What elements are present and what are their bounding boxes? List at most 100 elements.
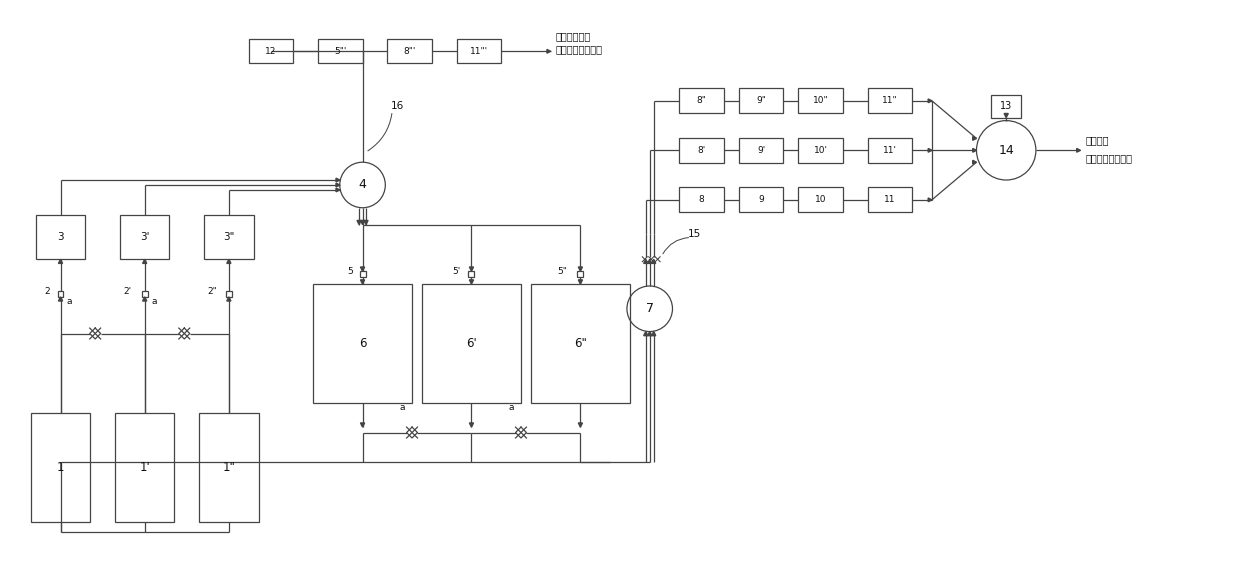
Bar [739, 138, 784, 163]
Text: 6': 6' [466, 337, 477, 350]
Text: a: a [508, 403, 513, 413]
Text: a: a [67, 298, 72, 306]
Bar [868, 187, 913, 212]
Text: 15: 15 [688, 229, 701, 240]
Bar [469, 271, 475, 277]
Bar [799, 88, 843, 113]
Text: 2": 2" [207, 287, 217, 296]
Text: 6: 6 [358, 337, 366, 350]
Polygon shape [361, 280, 365, 284]
Text: 医用压缩空气: 医用压缩空气 [556, 31, 591, 42]
Polygon shape [361, 220, 365, 225]
Text: 8"': 8"' [403, 47, 415, 56]
Text: 10": 10" [812, 96, 828, 105]
Bar [249, 39, 293, 63]
Bar [312, 284, 412, 403]
Text: 9": 9" [756, 96, 766, 105]
Bar [531, 284, 630, 403]
Polygon shape [1076, 149, 1080, 152]
Polygon shape [929, 149, 932, 152]
Text: 6": 6" [574, 337, 587, 350]
Polygon shape [58, 297, 62, 301]
Text: 11"': 11"' [470, 47, 489, 56]
Polygon shape [972, 160, 976, 164]
Bar [57, 291, 63, 297]
Text: 12: 12 [265, 47, 277, 56]
Polygon shape [470, 267, 474, 271]
Text: 11: 11 [884, 195, 895, 204]
Polygon shape [470, 423, 474, 427]
Text: 1: 1 [57, 461, 64, 474]
Polygon shape [651, 259, 656, 263]
Bar [739, 88, 784, 113]
Bar [141, 291, 148, 297]
Bar [680, 88, 724, 113]
Bar [31, 413, 91, 522]
Text: 5': 5' [453, 267, 461, 275]
Bar [799, 187, 843, 212]
Bar [115, 413, 175, 522]
Text: 4: 4 [358, 179, 367, 192]
Bar [991, 95, 1021, 118]
Bar [226, 291, 232, 297]
Polygon shape [647, 259, 652, 263]
Bar [36, 215, 86, 259]
Polygon shape [644, 259, 647, 263]
Polygon shape [470, 280, 474, 284]
Text: 1": 1" [222, 461, 236, 474]
Text: 2': 2' [124, 287, 131, 296]
Bar [317, 39, 362, 63]
Polygon shape [227, 297, 231, 301]
Bar [680, 138, 724, 163]
Text: a: a [151, 298, 157, 306]
Text: 2: 2 [45, 287, 51, 296]
Polygon shape [972, 149, 976, 152]
Polygon shape [363, 220, 368, 225]
Polygon shape [357, 220, 361, 225]
Polygon shape [929, 99, 932, 102]
Text: 5: 5 [347, 267, 353, 275]
Text: 3: 3 [57, 232, 63, 242]
Polygon shape [578, 423, 583, 427]
Polygon shape [644, 332, 647, 336]
Polygon shape [651, 332, 656, 336]
Text: 10': 10' [813, 146, 827, 155]
Polygon shape [972, 137, 976, 141]
Polygon shape [1004, 113, 1008, 118]
Polygon shape [578, 280, 583, 284]
Polygon shape [578, 267, 583, 271]
Text: 医用氧气: 医用氧气 [1085, 135, 1109, 146]
Text: 5": 5" [558, 267, 568, 275]
Text: a: a [399, 403, 405, 413]
Polygon shape [336, 188, 340, 192]
Text: 8: 8 [699, 195, 704, 204]
Text: 10: 10 [815, 195, 826, 204]
Polygon shape [143, 297, 146, 301]
Text: 7: 7 [646, 302, 653, 315]
Text: 1': 1' [139, 461, 150, 474]
Text: 3': 3' [140, 232, 150, 242]
Text: 8': 8' [698, 146, 706, 155]
Polygon shape [547, 50, 551, 53]
Text: 14: 14 [998, 144, 1014, 157]
Polygon shape [336, 183, 340, 187]
Bar [799, 138, 843, 163]
Polygon shape [361, 423, 365, 427]
Bar [868, 138, 913, 163]
Bar [387, 39, 432, 63]
Bar [868, 88, 913, 113]
Bar [456, 39, 501, 63]
Bar [680, 187, 724, 212]
Text: 16: 16 [391, 101, 404, 111]
Text: 13: 13 [1001, 101, 1012, 112]
Text: （医用氧气管网）: （医用氧气管网） [1085, 153, 1132, 163]
Text: 9: 9 [758, 195, 764, 204]
Polygon shape [647, 332, 652, 336]
Bar [739, 187, 784, 212]
Bar [205, 215, 254, 259]
Polygon shape [227, 259, 231, 263]
Text: 9': 9' [756, 146, 765, 155]
Bar [578, 271, 583, 277]
Text: 11': 11' [883, 146, 897, 155]
Bar [422, 284, 521, 403]
